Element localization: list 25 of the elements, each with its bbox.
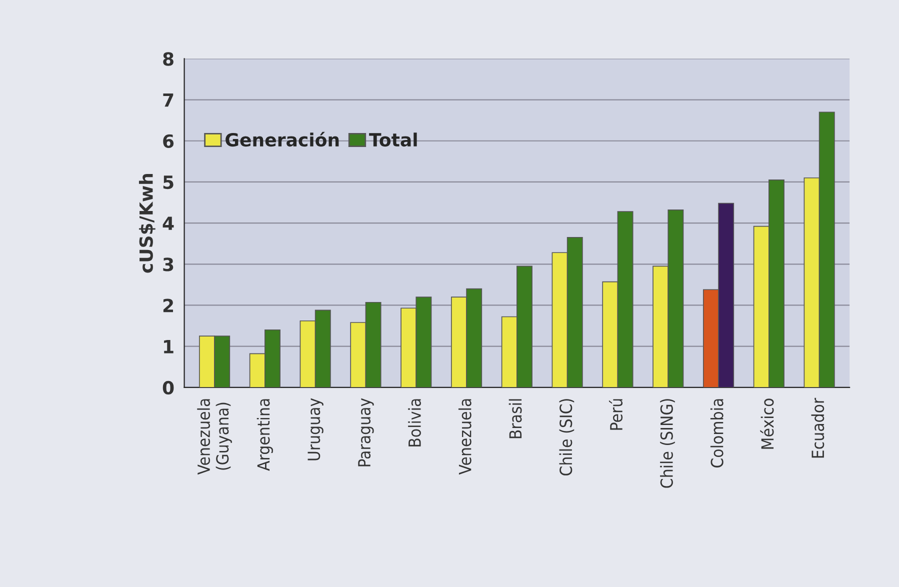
x-tick-label: Bolivia — [408, 399, 421, 446]
y-tick-label: 3 — [163, 258, 174, 272]
x-tick-label: Paraguay — [358, 398, 374, 466]
x-tick-label: Chile (SIC) — [559, 399, 574, 476]
x-tick-label: Uruguay — [308, 398, 324, 460]
x-tick-label: Brasil — [508, 399, 522, 438]
y-tick-label: 4 — [162, 216, 174, 230]
y-tick-label: 2 — [163, 298, 174, 312]
x-tick-label: Ecuador — [811, 398, 824, 458]
y-tick-label: 5 — [163, 176, 174, 190]
x-tick-label: Perú — [608, 399, 623, 430]
y-tick-label: 1 — [164, 340, 174, 354]
x-tick-label: Venezuela — [458, 399, 472, 475]
x-tick-label: Chile (SING) — [660, 399, 675, 488]
y-axis-title: cUS$/Kwh — [138, 174, 156, 273]
x-tick-label: Venezuela (Guyana) — [197, 399, 232, 475]
y-tick-label: 8 — [163, 52, 174, 66]
y-tick-label: 0 — [162, 380, 174, 395]
x-tick-label: Argentina — [256, 399, 273, 471]
x-tick-label: México — [760, 398, 774, 449]
legend-label: Total — [369, 132, 417, 147]
x-tick-label: Colombia — [710, 399, 724, 468]
y-tick-label: 6 — [163, 134, 174, 148]
legend-label: Generación — [226, 132, 339, 147]
y-tick-label: 7 — [163, 93, 174, 107]
